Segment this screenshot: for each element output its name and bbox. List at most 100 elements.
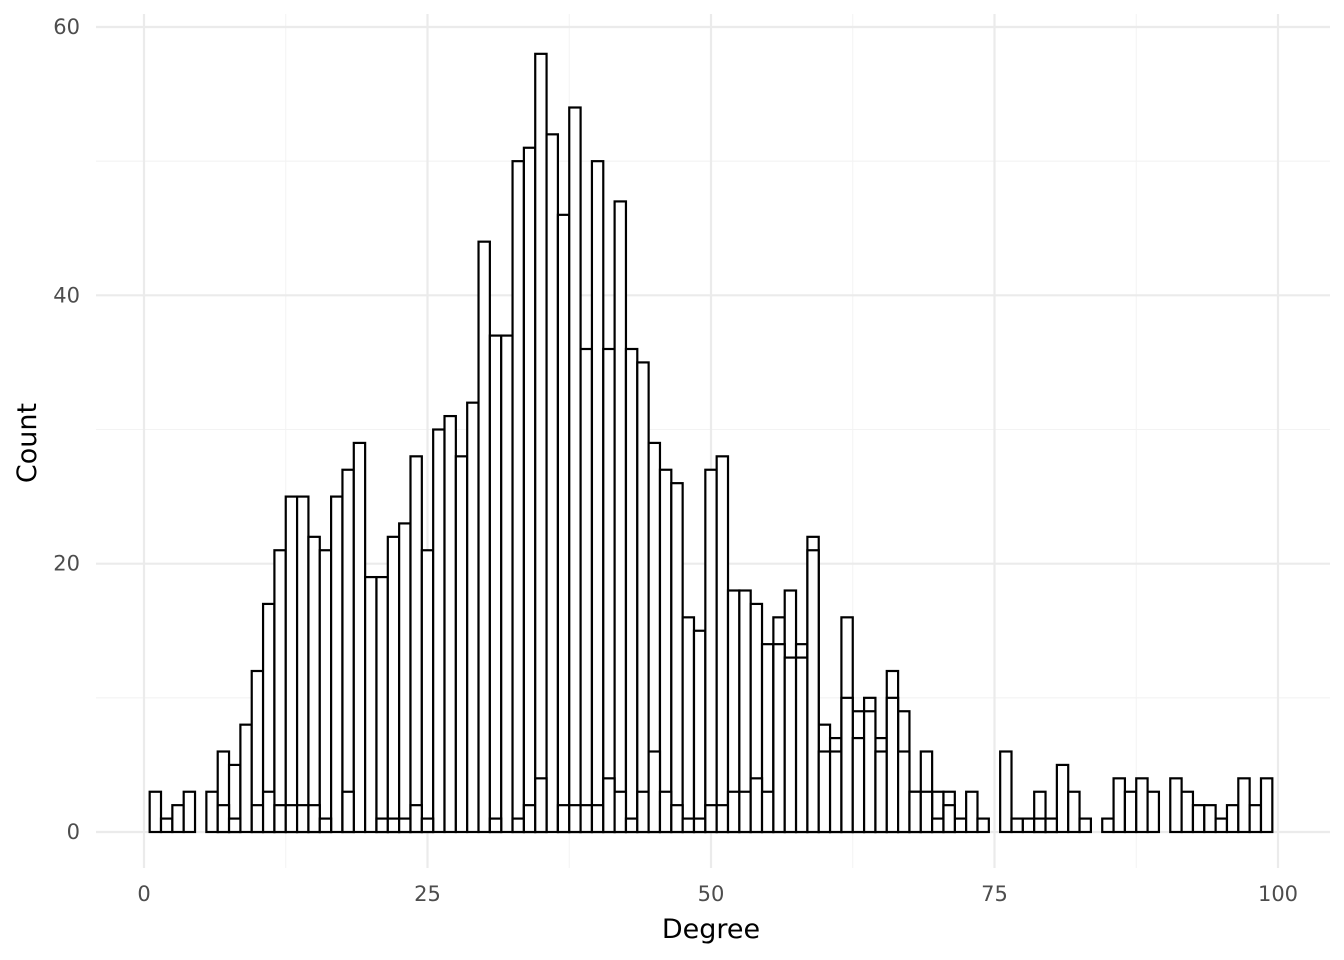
histogram-bar	[409, 455, 423, 834]
histogram-bar	[295, 495, 310, 834]
histogram-bar	[579, 347, 594, 834]
histogram-bar	[840, 696, 854, 834]
histogram-bar	[715, 804, 730, 834]
histogram-bar	[556, 213, 571, 834]
histogram-bar	[375, 817, 389, 834]
histogram-bar	[817, 750, 832, 834]
histogram-bar	[1180, 790, 1195, 834]
histogram-bar	[760, 790, 775, 834]
histogram-bar	[885, 696, 900, 834]
histogram-bar	[171, 804, 185, 834]
histogram-bar	[534, 52, 548, 834]
histogram-bar	[1225, 804, 1240, 834]
histogram-bar	[466, 401, 480, 834]
histogram-bar	[500, 334, 514, 834]
histogram-bar	[477, 240, 491, 834]
histogram-bar	[579, 804, 594, 834]
histogram-bar	[284, 804, 299, 834]
x-tick-label: 0	[137, 882, 150, 906]
histogram-bar	[704, 468, 718, 834]
x-tick-label: 75	[981, 882, 1008, 906]
histogram-bar	[636, 361, 650, 834]
histogram-bar	[239, 723, 253, 834]
histogram-bar	[692, 629, 707, 834]
histogram-bar	[681, 616, 696, 834]
histogram-bar	[738, 790, 752, 834]
histogram-bar	[295, 804, 310, 834]
histogram-bar	[670, 804, 684, 834]
y-axis-ticks: 0 20 40 60	[53, 15, 80, 844]
histogram-bar	[1135, 777, 1149, 834]
histogram-bar	[341, 790, 355, 834]
histogram-bar	[851, 736, 866, 834]
histogram-bar	[772, 643, 786, 834]
histogram-bar	[556, 804, 571, 834]
histogram-bar	[783, 656, 798, 834]
histogram-bar	[318, 817, 333, 834]
histogram-bar	[250, 804, 265, 834]
x-axis-title: Degree	[662, 914, 760, 945]
histogram-bar	[704, 804, 718, 834]
histogram-bar	[534, 777, 548, 834]
histogram-bar	[794, 656, 809, 834]
histogram-bar	[1112, 777, 1127, 834]
histogram-bar	[897, 750, 911, 834]
histogram-bar	[1146, 790, 1161, 834]
histogram-bar	[1044, 817, 1058, 834]
histogram-bar	[931, 817, 945, 834]
x-axis-ticks: 0 25 50 75 100	[137, 882, 1298, 906]
histogram-bar	[420, 549, 435, 834]
histogram-bar	[749, 777, 764, 834]
histogram-bar	[273, 804, 287, 834]
y-tick-label: 20	[53, 552, 80, 576]
histogram-bar	[386, 817, 401, 834]
histogram-bar	[976, 817, 990, 834]
histogram-bar	[681, 817, 696, 834]
histogram-bar	[602, 347, 616, 834]
x-tick-label: 50	[698, 882, 725, 906]
histogram-bars	[148, 52, 1274, 834]
histogram-bar	[148, 790, 163, 834]
histogram-bar	[1237, 777, 1251, 834]
histogram-bar	[443, 414, 457, 834]
histogram-bar	[613, 200, 628, 834]
histogram-bar	[1078, 817, 1092, 834]
y-tick-label: 60	[53, 15, 80, 39]
histogram-bar	[409, 804, 423, 834]
histogram-bar	[590, 804, 605, 834]
histogram-bar	[330, 495, 344, 834]
histogram-bar	[318, 549, 333, 834]
histogram-bar	[1169, 777, 1183, 834]
y-tick-label: 0	[67, 820, 80, 844]
histogram-bar	[420, 817, 435, 834]
histogram-bar	[511, 160, 525, 834]
histogram-bar	[942, 804, 956, 834]
histogram-bar	[862, 710, 877, 834]
histogram-bar	[205, 790, 219, 834]
histogram-bar	[624, 347, 639, 834]
histogram-bar	[658, 790, 673, 834]
histogram-bar	[398, 817, 412, 834]
histogram-bar	[1248, 804, 1263, 834]
histogram-bar	[273, 549, 287, 834]
histogram-bar	[488, 817, 503, 834]
histogram-bar	[216, 804, 231, 834]
histogram-bar	[398, 522, 412, 834]
histogram-bar	[568, 106, 582, 834]
histogram-bar	[953, 817, 968, 834]
histogram-bar	[386, 535, 401, 834]
histogram-bar	[692, 817, 707, 834]
histogram-bar	[545, 133, 560, 834]
histogram-bar	[432, 428, 446, 834]
histogram-bar	[1214, 817, 1229, 834]
y-tick-label: 40	[53, 283, 80, 307]
histogram-bar	[919, 790, 934, 834]
histogram-bar	[602, 777, 616, 834]
histogram-bar	[1033, 817, 1047, 834]
histogram-bar	[522, 146, 537, 834]
histogram-bar	[624, 817, 639, 834]
histogram-bar	[999, 750, 1013, 834]
histogram-bar	[1055, 763, 1070, 834]
histogram-bar	[1191, 804, 1206, 834]
